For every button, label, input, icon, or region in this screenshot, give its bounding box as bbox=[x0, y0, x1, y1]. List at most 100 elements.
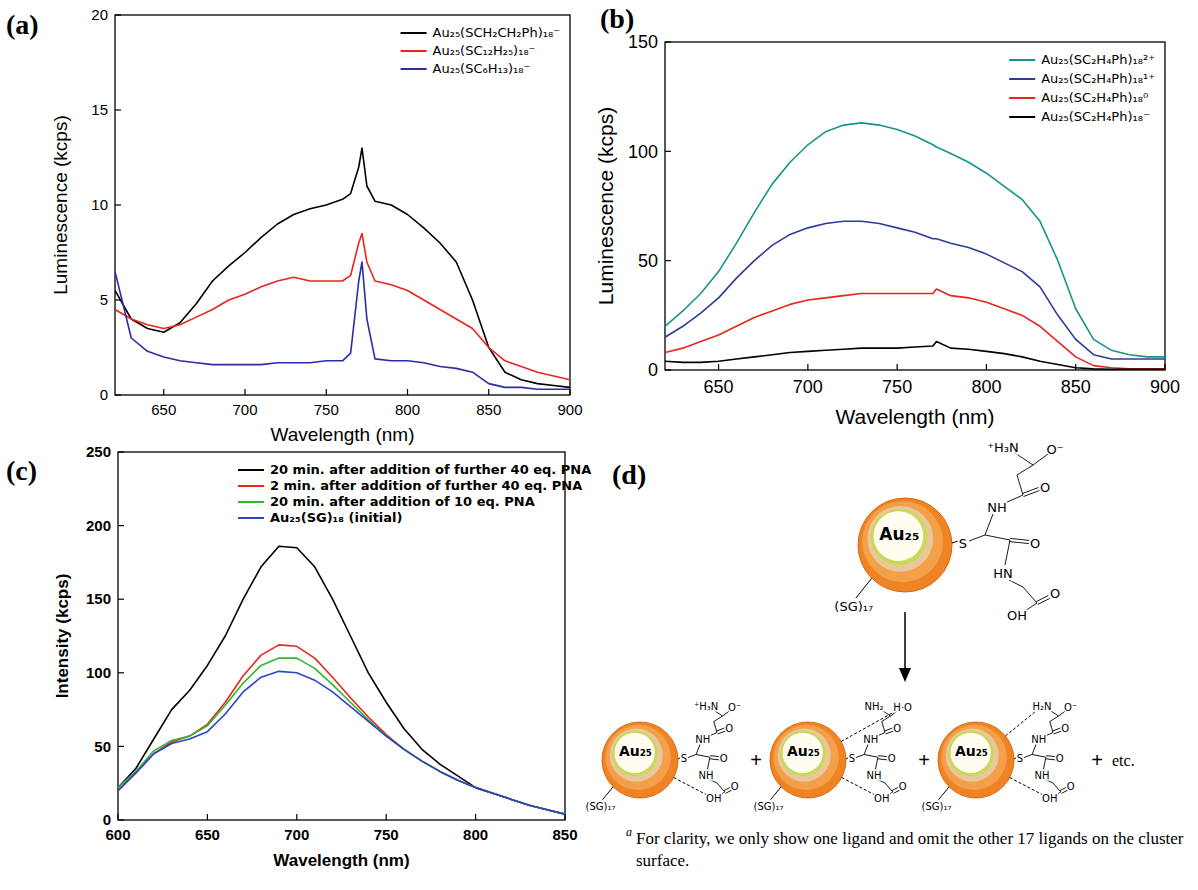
atom-label: NH bbox=[699, 770, 714, 781]
x-tick-label: 750 bbox=[314, 401, 339, 418]
etc-label: etc. bbox=[1112, 752, 1135, 769]
atom-label: NH bbox=[987, 500, 1007, 515]
footnote-line: For clarity, we only show one ligand and… bbox=[636, 829, 1184, 848]
plot-frame bbox=[118, 452, 565, 820]
y-tick-label: 100 bbox=[86, 664, 111, 681]
arrow-head bbox=[899, 668, 911, 682]
bond bbox=[952, 541, 958, 543]
legend-label: Au₂₅(SC₂H₄Ph)₁₈⁰ bbox=[1041, 90, 1148, 105]
core-rim bbox=[871, 509, 927, 565]
atom-label: NH₂ bbox=[865, 701, 884, 712]
x-tick bbox=[807, 364, 808, 370]
cluster-inner bbox=[778, 728, 831, 781]
chart-panel: 600650700750800850050100150200250Wavelen… bbox=[6, 443, 591, 870]
y-tick bbox=[115, 109, 121, 110]
x-tick-label: 600 bbox=[105, 826, 130, 843]
legend-swatch bbox=[238, 517, 264, 519]
x-tick bbox=[386, 814, 387, 820]
atom-label: O⁻ bbox=[728, 702, 741, 713]
bond bbox=[724, 787, 731, 790]
legend-label: 20 min. after addition of 10 eq. PNA bbox=[270, 494, 535, 509]
y-tick-label: 0 bbox=[648, 360, 658, 380]
series-line bbox=[115, 234, 570, 380]
bond bbox=[714, 722, 717, 733]
y-tick bbox=[118, 451, 124, 452]
bond bbox=[1023, 755, 1032, 758]
shell-leader bbox=[856, 578, 872, 598]
series-line bbox=[665, 221, 1165, 359]
atom-label: OH bbox=[1042, 793, 1057, 804]
x-axis-title: Wavelength (nm) bbox=[273, 851, 409, 870]
y-tick-label: 50 bbox=[638, 251, 658, 271]
atom-label: NH bbox=[863, 734, 878, 745]
x-tick bbox=[475, 814, 476, 820]
atom-label: O bbox=[1050, 586, 1060, 601]
legend-swatch bbox=[1009, 78, 1035, 80]
atom-label: OH bbox=[874, 793, 889, 804]
y-tick-label: 5 bbox=[100, 291, 108, 308]
x-tick-label: 800 bbox=[463, 826, 488, 843]
footnote-text: For clarity, we only show one ligand and… bbox=[636, 829, 1184, 870]
x-tick-label: 900 bbox=[557, 401, 582, 418]
series-line bbox=[118, 658, 565, 814]
bond bbox=[846, 758, 848, 759]
x-tick-label: 650 bbox=[704, 377, 734, 397]
atom-label: NH bbox=[1035, 770, 1050, 781]
series-line bbox=[115, 262, 570, 389]
x-tick bbox=[407, 389, 408, 395]
atom-label: S bbox=[1017, 753, 1023, 764]
y-tick bbox=[115, 14, 121, 15]
bond bbox=[1015, 453, 1033, 465]
atom-label: O bbox=[899, 781, 907, 792]
bond bbox=[696, 755, 710, 758]
cluster-shell bbox=[602, 722, 678, 798]
x-tick bbox=[244, 389, 245, 395]
y-tick-label: 0 bbox=[100, 386, 108, 403]
legend-label: Au₂₅(SG)₁₈ (initial) bbox=[270, 510, 402, 525]
atom-label: OH bbox=[706, 793, 721, 804]
legend-label: 20 min. after addition of further 40 eq.… bbox=[270, 462, 591, 477]
y-tick bbox=[118, 819, 124, 820]
y-tick-label: 200 bbox=[86, 517, 111, 534]
atom-label: ⁺H₃N bbox=[987, 440, 1019, 455]
shell-label: (SG)₁₇ bbox=[586, 801, 616, 812]
atom-label: O⁻ bbox=[1064, 702, 1077, 713]
y-tick bbox=[118, 746, 124, 747]
bond bbox=[985, 514, 993, 535]
atom-label: O bbox=[731, 781, 739, 792]
bond bbox=[717, 783, 725, 792]
x-tick-label: 650 bbox=[195, 826, 220, 843]
y-tick bbox=[665, 369, 671, 370]
bond bbox=[1032, 755, 1046, 758]
bond bbox=[1038, 598, 1050, 604]
series-line bbox=[118, 671, 565, 814]
x-axis-title: Wavelength (nm) bbox=[835, 405, 994, 428]
chart-panel: 650700750800850900050100150Wavelength (n… bbox=[594, 3, 1180, 428]
atom-label: O bbox=[1056, 753, 1064, 764]
y-tick-label: 15 bbox=[91, 101, 108, 118]
x-tick-label: 800 bbox=[395, 401, 420, 418]
shell-label: (SG)₁₇ bbox=[834, 599, 873, 614]
bond bbox=[1046, 759, 1056, 760]
legend-label: 2 min. after addition of further 40 eq. … bbox=[270, 478, 582, 493]
bond bbox=[696, 743, 700, 755]
plot-lines bbox=[118, 546, 565, 814]
legend-label: Au₂₅(SC₂H₄Ph)₁₈⁻ bbox=[1041, 109, 1150, 124]
plus-sign: + bbox=[918, 749, 930, 771]
bond bbox=[864, 743, 868, 755]
x-tick bbox=[163, 389, 164, 395]
atom-label: O bbox=[1030, 536, 1040, 551]
series-line bbox=[118, 645, 565, 814]
footnote-mark: a bbox=[626, 825, 632, 839]
shell-leader bbox=[771, 787, 782, 800]
core bbox=[783, 733, 823, 773]
atom-label: S bbox=[681, 753, 687, 764]
x-tick-label: 650 bbox=[151, 401, 176, 418]
bond bbox=[969, 535, 985, 541]
h-bond bbox=[1005, 710, 1037, 736]
x-tick bbox=[986, 364, 987, 370]
cluster-inner bbox=[867, 506, 933, 572]
x-tick bbox=[296, 814, 297, 820]
bond bbox=[678, 758, 680, 759]
y-tick-label: 0 bbox=[103, 811, 111, 828]
